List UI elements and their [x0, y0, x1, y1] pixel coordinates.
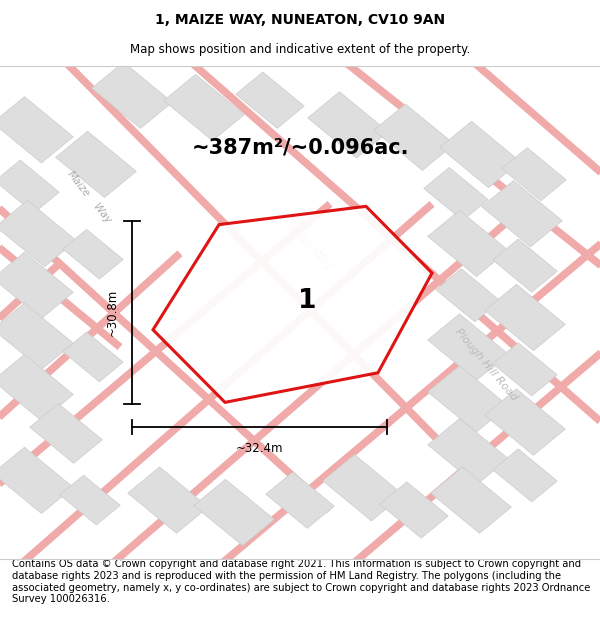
Text: ~32.4m: ~32.4m [236, 442, 283, 455]
Polygon shape [0, 252, 73, 319]
Text: ~30.8m: ~30.8m [106, 289, 119, 336]
Polygon shape [485, 389, 565, 455]
Text: Plough Hill Road: Plough Hill Road [453, 326, 519, 402]
Polygon shape [63, 229, 123, 279]
Polygon shape [194, 479, 274, 546]
Polygon shape [63, 332, 123, 382]
Polygon shape [153, 206, 432, 402]
Polygon shape [164, 74, 244, 141]
Polygon shape [436, 269, 500, 322]
Text: Way: Way [91, 202, 113, 226]
Polygon shape [428, 419, 508, 485]
Polygon shape [374, 104, 454, 171]
Polygon shape [0, 97, 73, 163]
Polygon shape [440, 121, 520, 188]
Polygon shape [0, 160, 59, 213]
Polygon shape [323, 454, 403, 521]
Polygon shape [60, 475, 120, 525]
Polygon shape [431, 467, 511, 533]
Polygon shape [428, 210, 508, 276]
Polygon shape [0, 201, 76, 267]
Polygon shape [493, 449, 557, 502]
Text: ~387m²/~0.096ac.: ~387m²/~0.096ac. [191, 137, 409, 157]
Polygon shape [428, 366, 508, 432]
Polygon shape [128, 467, 208, 533]
Text: Maize: Maize [65, 169, 91, 199]
Polygon shape [485, 284, 565, 351]
Polygon shape [56, 131, 136, 198]
Polygon shape [482, 181, 562, 247]
Polygon shape [0, 448, 73, 514]
Text: 1: 1 [298, 289, 317, 314]
Polygon shape [92, 62, 172, 128]
Polygon shape [308, 92, 388, 158]
Polygon shape [428, 314, 508, 380]
Polygon shape [424, 168, 488, 221]
Polygon shape [0, 303, 73, 369]
Polygon shape [30, 404, 102, 463]
Polygon shape [493, 239, 557, 292]
Polygon shape [502, 148, 566, 201]
Text: Maize Way: Maize Way [282, 219, 336, 272]
Polygon shape [236, 72, 304, 128]
Polygon shape [266, 472, 334, 528]
Polygon shape [493, 342, 557, 396]
Text: Contains OS data © Crown copyright and database right 2021. This information is : Contains OS data © Crown copyright and d… [12, 559, 590, 604]
Polygon shape [380, 482, 448, 538]
Text: Map shows position and indicative extent of the property.: Map shows position and indicative extent… [130, 42, 470, 56]
Text: 1, MAIZE WAY, NUNEATON, CV10 9AN: 1, MAIZE WAY, NUNEATON, CV10 9AN [155, 12, 445, 27]
Polygon shape [0, 354, 73, 421]
